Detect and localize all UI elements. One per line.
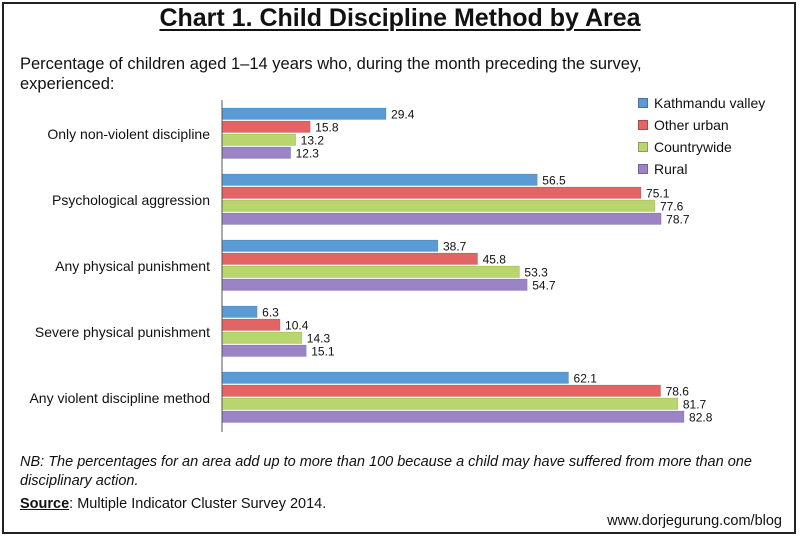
legend-swatch-kathmandu-valley [638,98,648,108]
data-label-countrywide-any-violent-discipline-method: 81.7 [683,398,707,412]
bar-rural-any-physical-punishment [221,278,528,291]
source-text: : Multiple Indicator Cluster Survey 2014… [69,496,327,512]
bar-other-urban-any-violent-discipline-method [221,384,661,397]
bar-chart: Only non-violent discipline29.415.813.21… [29,100,713,432]
category-label-severe-physical-punishment: Severe physical punishment [35,324,210,340]
legend-item-countrywide: Countrywide [638,136,765,158]
data-label-countrywide-any-physical-punishment: 53.3 [524,266,548,280]
legend-label-kathmandu-valley: Kathmandu valley [654,95,766,111]
bar-countrywide-any-physical-punishment [221,265,520,278]
data-label-kathmandu-valley-any-violent-discipline-method: 62.1 [574,372,598,386]
source-label: Source [20,496,70,512]
category-label-any-physical-punishment: Any physical punishment [55,258,210,274]
bar-other-urban-any-physical-punishment [221,252,478,265]
bar-rural-any-violent-discipline-method [221,410,685,423]
legend-item-other-urban: Other urban [638,114,765,136]
bar-countrywide-any-violent-discipline-method [221,397,679,410]
category-label-any-violent-discipline-method: Any violent discipline method [29,390,210,406]
credit-url: www.dorjegurung.com/blog [607,513,782,529]
data-label-rural-severe-physical-punishment: 15.1 [311,345,335,359]
bar-countrywide-psychological-aggression [221,199,656,212]
legend-label-rural: Rural [654,161,688,177]
legend-swatch-other-urban [638,120,648,130]
bar-kathmandu-valley-only-non-violent-discipline [221,107,387,120]
chart-subtitle: Percentage of children aged 1–14 years w… [20,55,642,93]
legend-item-rural: Rural [638,158,765,180]
bar-rural-severe-physical-punishment [221,344,307,357]
bar-kathmandu-valley-psychological-aggression [221,173,538,186]
bar-kathmandu-valley-any-physical-punishment [221,239,439,252]
data-label-countrywide-psychological-aggression: 77.6 [660,200,684,214]
bar-kathmandu-valley-severe-physical-punishment [221,305,258,318]
category-label-only-non-violent-discipline: Only non-violent discipline [47,126,210,142]
data-label-kathmandu-valley-psychological-aggression: 56.5 [542,174,566,188]
data-label-countrywide-only-non-violent-discipline: 13.2 [301,134,325,148]
data-label-rural-only-non-violent-discipline: 12.3 [296,147,320,161]
bar-kathmandu-valley-any-violent-discipline-method [221,371,569,384]
data-label-rural-any-violent-discipline-method: 82.8 [689,411,713,425]
data-label-other-urban-psychological-aggression: 75.1 [646,187,670,201]
chart-legend: Kathmandu valley Other urban Countrywide Ru… [638,92,765,180]
bar-other-urban-severe-physical-punishment [221,318,281,331]
footnote: NB: The percentages for an area add up t… [20,454,752,489]
bar-countrywide-severe-physical-punishment [221,331,303,344]
category-label-psychological-aggression: Psychological aggression [52,192,210,208]
legend-swatch-rural [638,164,648,174]
legend-swatch-countrywide [638,142,648,152]
chart-title: Chart 1. Child Discipline Method by Area [159,4,641,32]
bar-rural-psychological-aggression [221,212,662,225]
data-label-other-urban-any-physical-punishment: 45.8 [483,253,507,267]
data-label-rural-psychological-aggression: 78.7 [666,213,690,227]
data-label-kathmandu-valley-only-non-violent-discipline: 29.4 [391,108,415,122]
legend-label-other-urban: Other urban [654,117,729,133]
legend-label-countrywide: Countrywide [654,139,732,155]
data-label-kathmandu-valley-severe-physical-punishment: 6.3 [262,306,279,320]
bar-other-urban-only-non-violent-discipline [221,120,311,133]
source-line: Source: Multiple Indicator Cluster Surve… [20,496,326,512]
data-label-rural-any-physical-punishment: 54.7 [532,279,556,293]
bar-rural-only-non-violent-discipline [221,146,291,159]
data-label-other-urban-severe-physical-punishment: 10.4 [285,319,309,333]
data-label-countrywide-severe-physical-punishment: 14.3 [307,332,331,346]
legend-item-kathmandu-valley: Kathmandu valley [638,92,765,114]
bar-other-urban-psychological-aggression [221,186,642,199]
data-label-kathmandu-valley-any-physical-punishment: 38.7 [443,240,467,254]
bar-countrywide-only-non-violent-discipline [221,133,296,146]
data-label-other-urban-any-violent-discipline-method: 78.6 [666,385,690,399]
data-label-other-urban-only-non-violent-discipline: 15.8 [315,121,339,135]
